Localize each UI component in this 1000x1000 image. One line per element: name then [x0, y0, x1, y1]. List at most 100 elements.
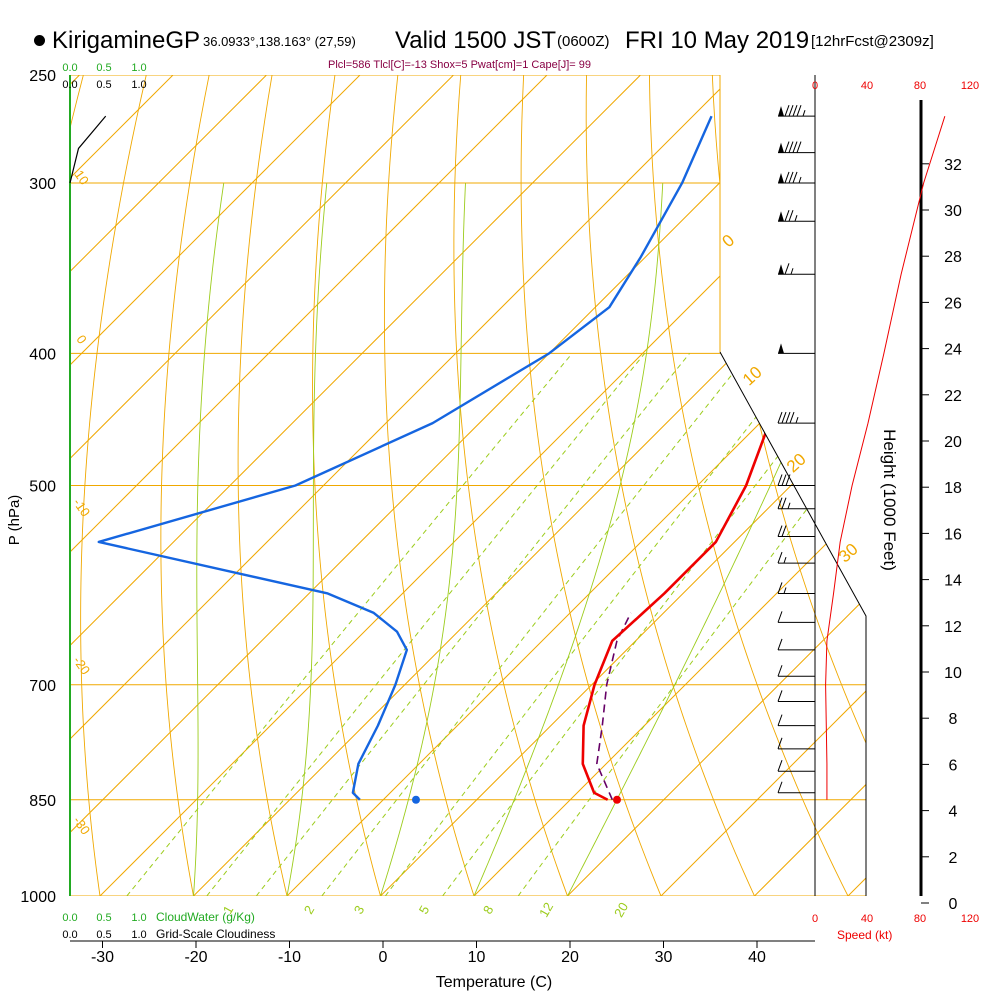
mixing-ratio-2: [206, 353, 646, 896]
mixing-ratio-label: 2: [301, 903, 318, 917]
height-tick-label: 14: [944, 573, 962, 590]
valid-date: FRI 10 May 2019: [625, 27, 810, 54]
isotherm--50: [70, 75, 641, 896]
x-tick-label: -10: [278, 949, 301, 966]
isotherm-left-label: -10: [70, 495, 93, 519]
speed-bottom-tick: 80: [914, 913, 926, 925]
cloud-water-bottom-tick: 0.0: [62, 912, 77, 924]
cloudiness-line: [69, 115, 107, 184]
cloudiness-bottom-tick: 1.0: [131, 929, 146, 941]
dry-adiabat: [964, 75, 1000, 896]
dry-adiabat: [837, 75, 866, 896]
height-tick-label: 12: [944, 619, 962, 636]
x-tick-label: -20: [184, 949, 207, 966]
isotherm-left-label: 10: [71, 167, 92, 187]
dry-adiabat: [312, 75, 381, 896]
wind-barb: [777, 611, 815, 623]
pressure-tick-label: 400: [29, 346, 56, 363]
cloud-water-bottom-tick: 0.5: [96, 912, 111, 924]
moist-adiabat: [473, 182, 664, 896]
right-panel: [777, 105, 946, 800]
station-location: 36.0933°,138.163° (27,59): [203, 34, 356, 49]
height-tick-label: 4: [949, 804, 958, 821]
isotherm--80: [70, 75, 361, 896]
mixing-ratio-1: [126, 353, 573, 896]
height-tick-label: 32: [944, 157, 962, 174]
pressure-tick-label: 1000: [20, 889, 56, 906]
isotherm-60: [847, 75, 866, 896]
speed-top-tick: 40: [861, 80, 873, 92]
mixing-ratio-label: 8: [480, 903, 497, 917]
speed-top-tick: 120: [961, 80, 979, 92]
dry-adiabat: [80, 75, 147, 896]
wind-barb: [777, 737, 815, 750]
surface-dewpoint-point: [411, 795, 420, 804]
surface-temperature-point: [612, 795, 621, 804]
wind-barb: [778, 263, 815, 275]
height-tick-label: 0: [949, 896, 958, 913]
valid-zulu: (0600Z): [557, 33, 610, 50]
height-tick-label: 30: [944, 203, 962, 220]
wind-barb: [777, 665, 815, 677]
cloudiness-label: Grid-Scale Cloudiness: [156, 927, 275, 941]
cloud-water-top-tick: 0.0: [62, 62, 77, 74]
wind-barb: [778, 141, 815, 154]
height-tick-label: 16: [944, 526, 962, 543]
isotherm--10: [193, 75, 866, 896]
dry-adiabat: [0, 75, 20, 896]
axes: [69, 75, 923, 896]
dry-adiabat: [648, 75, 849, 896]
moist-adiabat: [380, 182, 466, 896]
moist-adiabat: [286, 182, 328, 896]
isotherm--90: [70, 75, 267, 896]
mixing-ratio-label: 3: [351, 903, 368, 917]
height-axis-title: Height (1000 Feet): [880, 429, 899, 571]
wind-barb: [778, 171, 815, 184]
mixing-ratio-label: 20: [611, 900, 631, 920]
pressure-tick-label: 700: [29, 678, 56, 695]
isotherm--70: [70, 75, 454, 896]
wind-barb: [777, 714, 815, 727]
cloudiness-top-tick: 0.0: [62, 79, 77, 91]
height-tick-label: 20: [944, 434, 962, 451]
isotherm-label: 10: [739, 363, 766, 390]
x-tick-label: 10: [468, 949, 486, 966]
height-tick-label: 2: [949, 850, 958, 867]
wind-panel-edge: [719, 351, 867, 896]
x-tick-label: 20: [561, 949, 579, 966]
cloud-water-bottom-tick: 1.0: [131, 912, 146, 924]
wind-barb: [778, 343, 815, 354]
wind-barb: [778, 210, 815, 222]
dry-adiabat: [383, 75, 475, 896]
mixing-ratio-12: [442, 353, 858, 896]
isotherm--40: [70, 75, 735, 896]
forecast-info: [12hrFcst@2309z]: [811, 33, 934, 50]
cloud-water-top-tick: 0.5: [96, 62, 111, 74]
isotherm-40: [660, 75, 866, 896]
isotherm-left-label: 0: [73, 332, 89, 347]
wind-barb: [777, 497, 815, 510]
x-tick-label: 40: [748, 949, 766, 966]
pressure-tick-label: 850: [29, 793, 56, 810]
dry-adiabat: [585, 75, 755, 896]
height-tick-label: 18: [944, 480, 962, 497]
isotherm-label: 30: [835, 540, 862, 567]
isotherm-30: [567, 75, 866, 896]
height-tick-label: 10: [944, 665, 962, 682]
dewpoint-line: [97, 115, 713, 801]
mixing-ratio-5: [321, 353, 750, 896]
speed-top-tick: 80: [914, 80, 926, 92]
wind-barb: [777, 638, 815, 651]
isotherm--60: [70, 75, 548, 896]
speed-bottom-tick: 0: [812, 913, 818, 925]
cloudiness-top-tick: 0.5: [96, 79, 111, 91]
moist-adiabat: [567, 182, 866, 896]
isotherm-left-label: -30: [70, 813, 93, 837]
pressure-tick-label: 300: [29, 176, 56, 193]
dry-adiabat: [453, 75, 568, 896]
wind-barb: [777, 551, 815, 564]
speed-axis-title: Speed (kt): [837, 928, 892, 942]
wind-barb: [777, 411, 815, 424]
wind-barb: [777, 760, 815, 772]
